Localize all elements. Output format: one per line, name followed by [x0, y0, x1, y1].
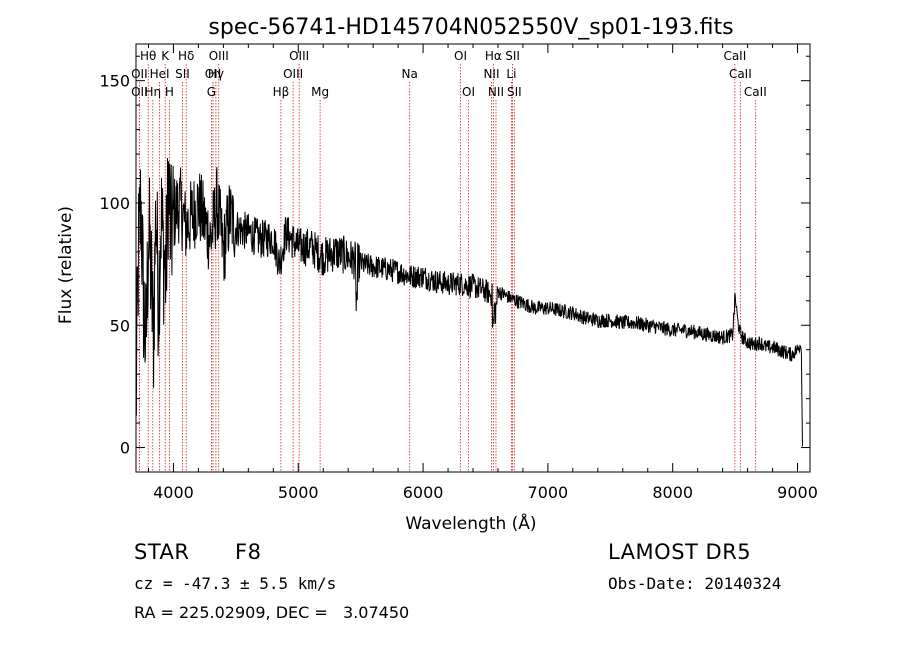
x-tick-label: 7000 [528, 483, 569, 502]
x-tick-label: 4000 [153, 483, 194, 502]
chart-title: spec-56741-HD145704N052550V_sp01-193.fit… [208, 15, 733, 40]
y-tick-label: 150 [99, 72, 130, 91]
y-axis: 0 50 100 150 [99, 55, 810, 473]
line-label: Hη [145, 85, 162, 99]
line-label: NII [483, 67, 499, 81]
line-label: OI [462, 85, 475, 99]
object-type: STAR [134, 540, 190, 564]
line-label: OII [131, 67, 148, 81]
object-subclass: F8 [235, 540, 262, 564]
y-axis-label: Flux (relative) [56, 206, 76, 324]
x-tick-label: 9000 [777, 483, 818, 502]
survey-name: LAMOST DR5 [608, 540, 752, 564]
line-label: CaII [723, 49, 746, 63]
line-label: OII [131, 85, 148, 99]
y-tick-label: 100 [99, 194, 130, 213]
plot-frame [135, 43, 811, 473]
line-label: Hδ [178, 49, 194, 63]
line-label: Hβ [273, 85, 290, 99]
line-label: SII [175, 67, 190, 81]
line-label: H [165, 85, 174, 99]
line-label: Li [506, 67, 516, 81]
emission-line-markers [138, 64, 756, 472]
x-axis: 4000 5000 6000 7000 8000 9000 [147, 44, 818, 502]
line-label: Hθ [140, 49, 156, 63]
line-label: NII [488, 85, 504, 99]
line-label: CaII [729, 67, 752, 81]
line-label: OIII [289, 49, 309, 63]
line-label: HeI [150, 67, 170, 81]
line-label: G [207, 85, 216, 99]
line-label: OIII [209, 49, 229, 63]
redshift-velocity: cz = -47.3 ± 5.5 km/s [134, 574, 337, 593]
line-label: Hγ [208, 67, 224, 81]
x-tick-label: 8000 [652, 483, 693, 502]
line-label: CaII [744, 85, 767, 99]
x-tick-label: 6000 [403, 483, 444, 502]
line-label: OII [205, 67, 222, 81]
line-label: OIII [283, 67, 303, 81]
x-tick-label: 5000 [278, 483, 319, 502]
line-label: Na [402, 67, 418, 81]
line-label: OI [454, 49, 467, 63]
line-label: K [161, 49, 170, 63]
observation-date: Obs-Date: 20140324 [608, 574, 782, 593]
y-tick-label: 50 [110, 316, 130, 335]
line-label: SII [507, 85, 522, 99]
spectrum-series [135, 157, 803, 447]
line-label: Mg [311, 85, 329, 99]
coordinates: RA = 225.02909, DEC = 3.07450 [134, 603, 410, 622]
y-tick-label: 0 [120, 439, 130, 458]
x-axis-label: Wavelength (Å) [405, 512, 536, 534]
line-label: Hα [485, 49, 502, 63]
line-label: SII [505, 49, 520, 63]
